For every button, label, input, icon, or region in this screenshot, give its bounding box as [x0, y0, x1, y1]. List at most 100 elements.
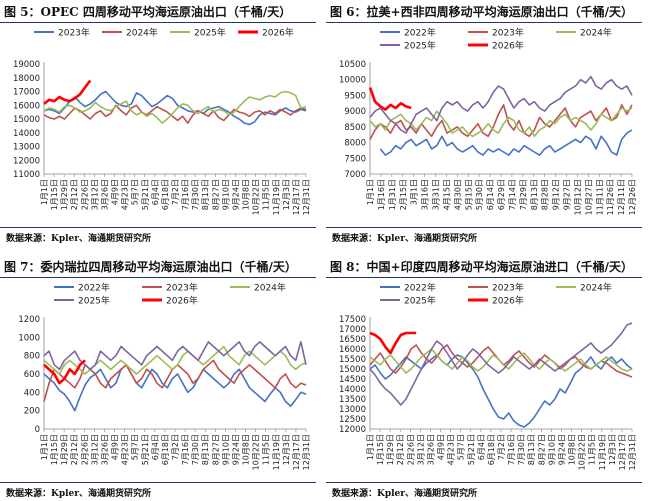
x-tick-label: 4月23日 — [447, 434, 456, 465]
series-line — [43, 104, 307, 124]
series-line — [369, 75, 633, 134]
series-line — [43, 364, 307, 412]
x-tick-label: 12月11日 — [617, 179, 626, 215]
x-tick-label: 5月7日 — [131, 179, 140, 205]
y-tick-label: 18000 — [13, 74, 40, 84]
x-tick-label: 7月16日 — [181, 434, 190, 465]
x-tick-label: 5月30日 — [475, 179, 484, 210]
series-line — [369, 331, 417, 355]
x-tick-label: 11月5日 — [588, 434, 597, 465]
x-tick-label: 11月26日 — [606, 179, 615, 215]
y-tick-label: 8500 — [344, 123, 366, 133]
x-tick-label: 12月17日 — [292, 179, 301, 215]
x-tick-label: 5月21日 — [141, 434, 150, 465]
x-tick-label: 4月30日 — [453, 179, 462, 210]
x-tick-label: 1月29日 — [60, 434, 69, 465]
x-tick-label: 6月18日 — [487, 434, 496, 465]
y-tick-label: 17000 — [13, 88, 40, 98]
x-tick-label: 6月18日 — [161, 179, 170, 210]
legend-entry: 2026年 — [468, 40, 524, 52]
x-tick-label: 8月13日 — [201, 434, 210, 465]
legend-label: 2023年 — [492, 282, 524, 294]
panel-opec: 图 5：OPEC 四周移动平均海运原油出口（千桶/天） 2023年 2024年 20… — [0, 0, 316, 246]
x-tick-label: 1月1日 — [366, 434, 375, 460]
y-tick-label: 13000 — [13, 143, 40, 153]
x-tick-label: 12月31日 — [302, 434, 311, 470]
x-tick-label: 1月1日 — [40, 434, 49, 460]
series-line — [369, 354, 633, 428]
x-tick-label: 7月2日 — [171, 434, 180, 460]
x-tick-label: 3月12日 — [90, 179, 99, 210]
chart-title-bar: 图 7：委内瑞拉四周移动平均海运原油出口（千桶/天） — [0, 255, 316, 278]
x-tick-label: 12月3日 — [282, 434, 291, 465]
source-note: 数据来源：Kpler、海通期货研究所 — [6, 234, 152, 244]
x-tick-label: 2月26日 — [80, 179, 89, 210]
y-tick-label: 14500 — [339, 375, 366, 385]
chart-title: 图 5：OPEC 四周移动平均海运原油出口（千桶/天） — [4, 5, 292, 19]
legend-entry: 2023年 — [34, 27, 90, 39]
x-tick-label: 10月8日 — [242, 179, 251, 210]
y-tick-label: 19000 — [13, 60, 40, 70]
y-tick-label: 15000 — [339, 365, 366, 375]
series-line — [43, 345, 307, 375]
legend-label: 2025年 — [404, 295, 436, 307]
x-tick-label: 4月9日 — [437, 434, 446, 460]
x-tick-label: 7月2日 — [497, 434, 506, 460]
legend-label: 2025年 — [194, 27, 226, 39]
source-note: 数据来源：Kpler、海通期货研究所 — [6, 489, 152, 499]
x-tick-label: 12月26日 — [628, 179, 637, 215]
opec-export-chart: 2023年 2024年 2025年 2026年 11000 12000 13000 14000… — [13, 27, 311, 216]
source-bar: 数据来源：Kpler、海通期货研究所 — [0, 227, 316, 246]
legend-entry: 2024年 — [556, 282, 612, 294]
x-tick-label: 3月26日 — [100, 434, 109, 465]
x-tick-label: 9月24日 — [557, 434, 566, 465]
series-line — [369, 348, 633, 374]
series-line — [43, 359, 86, 385]
y-tick-label: 9000 — [344, 107, 366, 117]
legend-label: 2025年 — [78, 295, 110, 307]
x-tick-label: 11月11日 — [595, 179, 604, 215]
legend-entry: 2023年 — [142, 282, 198, 294]
legend-entry: 2024年 — [556, 27, 612, 39]
x-tick-label: 3月26日 — [100, 179, 109, 210]
legend-label: 2022年 — [404, 27, 436, 39]
x-tick-label: 12月17日 — [618, 434, 627, 470]
x-tick-label: 11月19日 — [272, 434, 281, 470]
y-tick-label: 17000 — [339, 325, 366, 335]
x-tick-label: 4月23日 — [121, 179, 130, 210]
x-tick-label: 11月19日 — [598, 434, 607, 470]
x-tick-label: 10月27日 — [584, 179, 593, 215]
x-tick-label: 11月19日 — [272, 179, 281, 215]
source-bar: 数据来源：Kpler、海通期货研究所 — [326, 482, 642, 501]
x-tick-label: 8月27日 — [537, 434, 546, 465]
legend-label: 2026年 — [492, 40, 524, 52]
x-tick-label: 1月1日 — [40, 179, 49, 205]
x-tick-label: 1月31日 — [388, 179, 397, 210]
x-tick-label: 4月23日 — [121, 434, 130, 465]
legend-label: 2024年 — [580, 282, 612, 294]
x-tick-label: 3月12日 — [416, 434, 425, 465]
legend-label: 2026年 — [492, 295, 524, 307]
y-tick-label: 200 — [24, 407, 40, 417]
source-bar: 数据来源：Kpler、海通期货研究所 — [0, 482, 316, 501]
x-tick-label: 6月29日 — [497, 179, 506, 210]
x-tick-label: 7月14日 — [508, 179, 517, 210]
venezuela-export-chart: 2022年 2023年 2024年 2025年 2026年 0 200 400 600 800 10… — [18, 282, 311, 471]
x-tick-label: 3月31日 — [432, 179, 441, 210]
y-tick-label: 16000 — [13, 101, 40, 111]
series-line — [43, 341, 307, 371]
x-tick-label: 3月26日 — [426, 434, 435, 465]
x-tick-label: 1月16日 — [377, 179, 386, 210]
x-tick-label: 10月8日 — [242, 434, 251, 465]
x-tick-label: 9月10日 — [547, 434, 556, 465]
x-tick-label: 12月3日 — [608, 434, 617, 465]
y-tick-label: 12000 — [13, 156, 40, 166]
x-tick-label: 8月13日 — [201, 179, 210, 210]
y-tick-label: 14000 — [13, 129, 40, 139]
y-tick-label: 14000 — [339, 385, 366, 395]
x-tick-label: 7月30日 — [191, 179, 200, 210]
y-tick-label: 16000 — [339, 345, 366, 355]
x-tick-label: 6月4日 — [477, 434, 486, 460]
x-tick-label: 1月15日 — [376, 434, 385, 465]
x-tick-label: 2月12日 — [396, 434, 405, 465]
